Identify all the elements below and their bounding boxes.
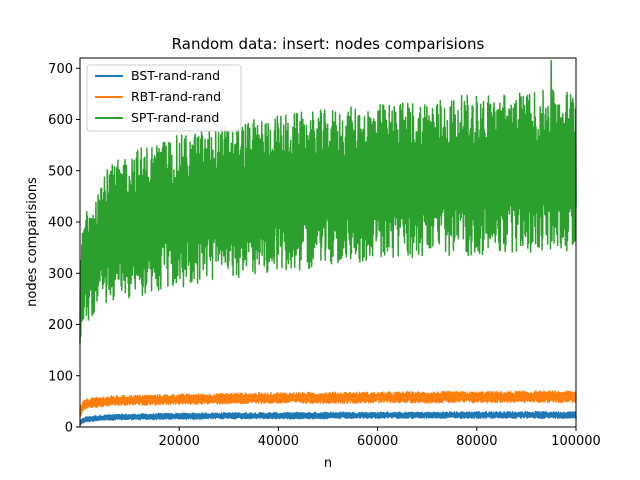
y-tick-label: 300 [48, 267, 73, 282]
y-tick-label: 600 [48, 113, 73, 128]
legend-label-spt: SPT-rand-rand [131, 110, 219, 125]
y-tick-label: 100 [48, 369, 73, 384]
chart-title: Random data: insert: nodes comparisions [172, 35, 485, 53]
y-tick-label: 200 [48, 318, 73, 333]
legend-label-rbt: RBT-rand-rand [131, 89, 221, 104]
legend-box [86, 64, 242, 132]
series-layer [79, 59, 577, 425]
y-axis-ticks: 0 100 200 300 400 500 600 700 [48, 62, 80, 436]
y-tick-label: 0 [65, 421, 73, 436]
x-tick-label: 40000 [258, 434, 299, 449]
y-tick-label: 700 [48, 62, 73, 77]
legend: BST-rand-rand RBT-rand-rand SPT-rand-ran… [86, 64, 242, 132]
y-tick-label: 400 [48, 216, 73, 231]
x-axis-label: n [324, 456, 332, 471]
x-axis-ticks: 20000 40000 60000 80000 100000 [159, 427, 601, 449]
x-tick-label: 80000 [456, 434, 497, 449]
series-line-spt [79, 59, 577, 343]
x-tick-label: 20000 [159, 434, 200, 449]
y-tick-label: 500 [48, 164, 73, 179]
plot-frame [79, 57, 577, 428]
series-line-bst [79, 410, 577, 425]
x-tick-label: 100000 [551, 434, 601, 449]
series-line-rbt [79, 390, 577, 417]
y-axis-label: nodes comparisions [25, 177, 40, 307]
legend-label-bst: BST-rand-rand [131, 68, 220, 83]
x-tick-label: 60000 [357, 434, 398, 449]
